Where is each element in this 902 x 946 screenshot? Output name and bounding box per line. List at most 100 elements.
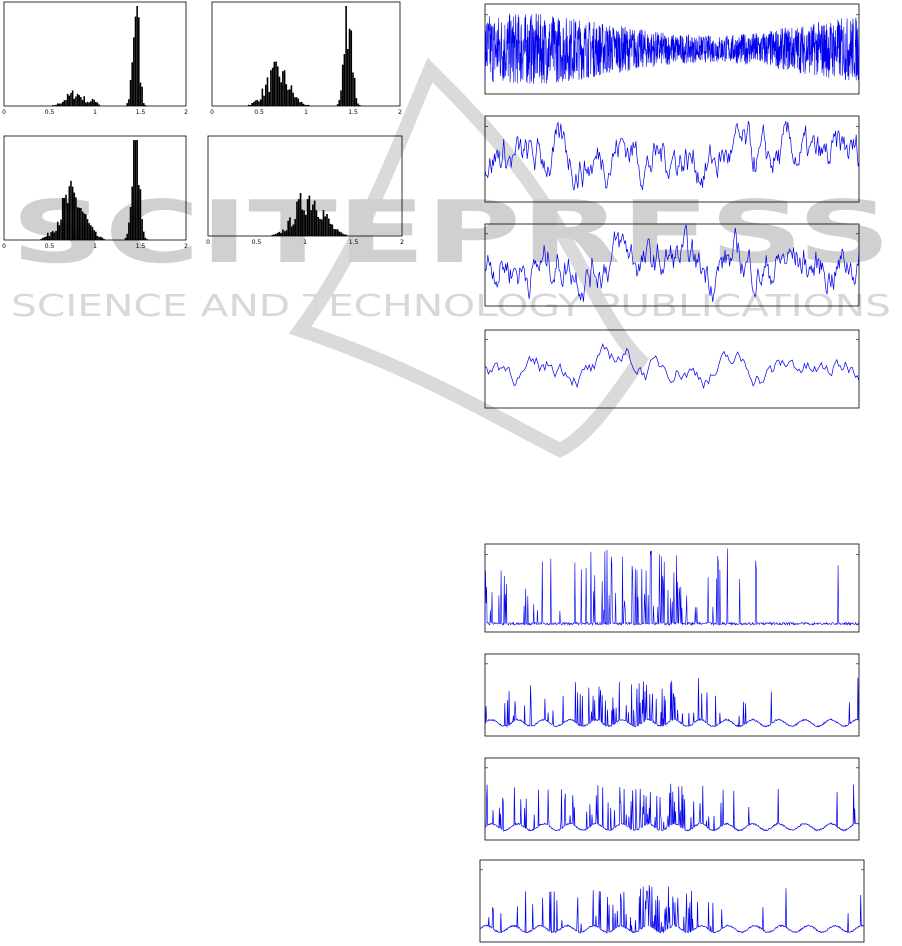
histogram-bar [268,91,271,106]
histogram-bar [285,230,288,236]
x-tick-label: 0 [206,239,210,246]
histogram-bar [258,101,260,106]
spike-panel-3 [484,757,860,841]
spike-panel-1 [484,543,860,633]
histogram-bar [56,221,59,240]
histogram-bar [60,219,62,240]
watermark-swoosh-shape [288,57,650,458]
histogram-bar [81,99,84,106]
histogram-bar [76,93,79,106]
histogram-bar [146,239,148,240]
histogram-bar [287,220,290,236]
spike-panel-4 [479,859,865,943]
histogram-bar [141,86,143,106]
histogram-bar [61,102,64,106]
x-tick-label: 1 [303,239,307,246]
histogram-bar [101,237,104,240]
histogram-bar [275,233,277,236]
histogram-bar [300,101,303,106]
histogram-bar [136,6,138,106]
histogram-bar [254,100,257,106]
histogram-bar [142,103,145,106]
histogram-bar [91,98,94,106]
histogram-bar [290,85,293,106]
histogram-bar [329,223,332,236]
histogram-bar [317,216,320,236]
histogram-panel-1: 0 0.5 1 1.5 2 [2,1,188,116]
trace-axes-frame [479,859,865,943]
histogram-bar [91,226,94,240]
histogram-bar [343,54,346,106]
x-tick-label: 1 [93,243,97,250]
histogram-bar [350,30,353,106]
histogram-bar [341,64,344,106]
x-tick-label: 2 [184,109,188,116]
histogram-bar [333,228,335,236]
histogram-bar [83,213,85,240]
histogram-bar [68,186,71,240]
histogram-bar [259,99,262,106]
histogram-bar [142,231,145,240]
histogram-bar [340,90,342,106]
histogram-bar [53,105,56,106]
trace-axes-frame [484,543,860,633]
histogram-bar [90,101,92,106]
x-tick-label: 2 [398,109,402,116]
histogram-bar [96,102,99,106]
x-tick-label: 0.5 [252,239,262,246]
histogram-bar [45,236,47,240]
histogram-bar [336,229,339,236]
histogram-bar [103,239,105,240]
histogram-bar [51,105,54,106]
histogram-bar [358,104,361,106]
histogram-bar [76,207,79,240]
histogram-panel-4: 0 0.5 1 1.5 2 [206,135,404,246]
histogram-bar [126,103,129,106]
histogram-bar [131,62,133,106]
histogram-bar [338,231,341,236]
histogram-bar [126,233,129,240]
histogram-bar [86,219,89,240]
trace-axes-frame [484,223,860,307]
histogram-bar [53,232,56,240]
histogram-bar [80,208,82,240]
histogram-bar [58,225,61,240]
trace-line [484,343,860,389]
trace-line [484,783,860,832]
histogram-bar [63,100,66,106]
histogram-bar [276,66,279,106]
histogram-panel-2: 0 0.5 1 1.5 2 [210,1,402,116]
histogram-bar [302,103,305,106]
histogram-bar [70,92,72,106]
histogram-bar [134,16,137,107]
trace-line [484,548,860,627]
histogram-bar [345,234,348,236]
histogram-bar [144,104,147,106]
histogram-bar [80,97,82,106]
histogram-bar [320,219,323,236]
histogram-bar [334,229,337,236]
histogram-bar [348,28,351,107]
histogram-bar [271,234,274,236]
histogram-bar [331,224,334,236]
histogram-bar [288,89,291,106]
x-tick-label: 1 [304,109,308,116]
histogram-bar [51,230,54,240]
x-tick-label: 1.5 [136,243,146,250]
watermark: SCITEPRESS SCIENCE AND TECHNOLOGY PUBLIC… [11,57,891,458]
histogram-bar [249,104,252,106]
histogram-bar [303,210,305,236]
histogram-bar [48,235,51,240]
histogram-bar [128,222,130,240]
histogram-bar [138,17,140,106]
histogram-bar [55,230,57,240]
x-tick-label: 0.5 [254,109,264,116]
histogram-bar [253,102,255,106]
histogram-bar [60,103,62,106]
histogram-bar [347,49,349,106]
histogram-bar [75,96,77,106]
histogram-bar [297,199,300,236]
histogram-bar [315,210,318,236]
histogram-bar [273,234,275,236]
